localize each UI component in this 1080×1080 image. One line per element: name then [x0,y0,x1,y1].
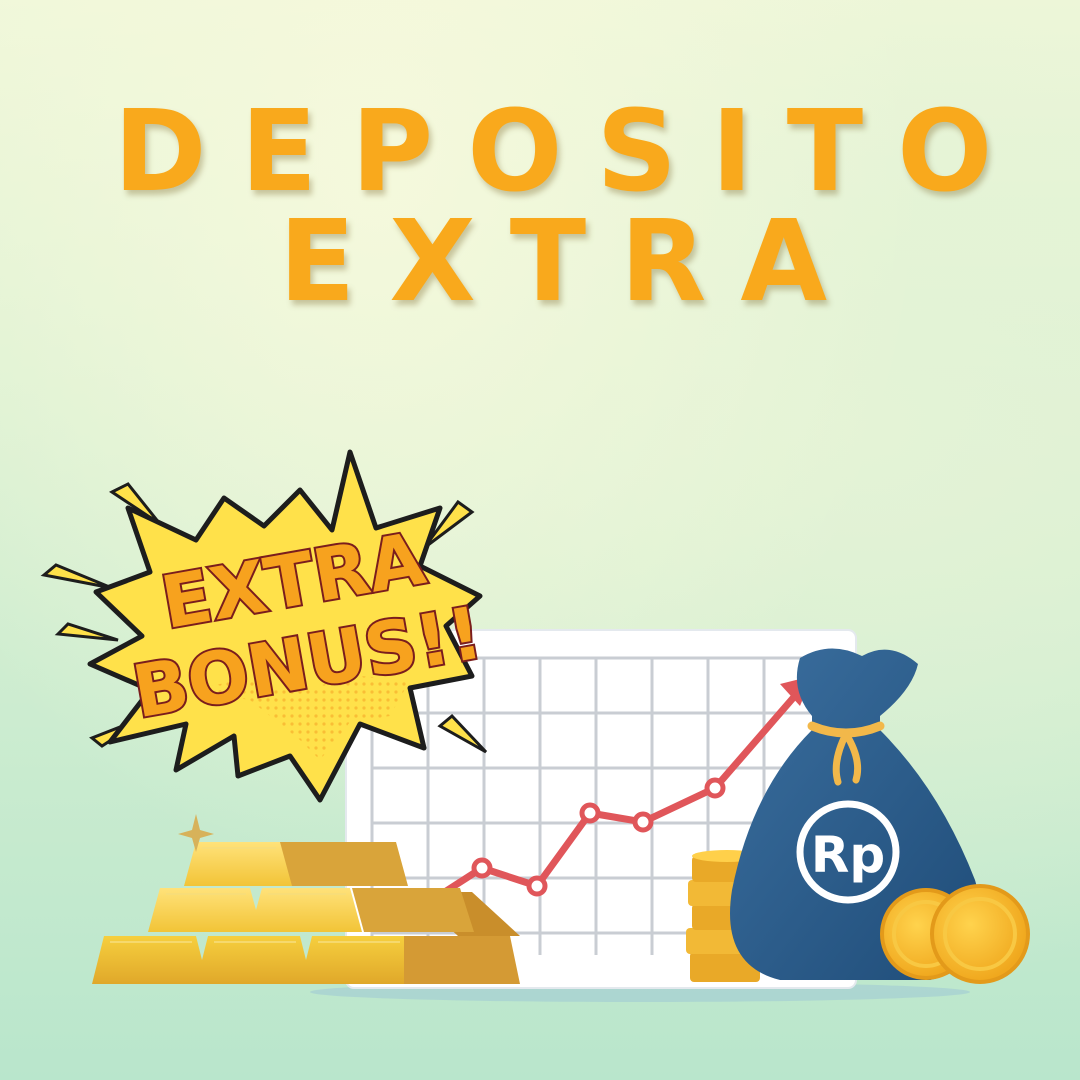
currency-label: Rp [811,826,885,884]
sparkle-icon [178,814,214,852]
heading-line-2: EXTRA [278,197,862,327]
gold-bars-icon [92,814,520,984]
heading-line-1: DEPOSITO [113,87,1027,217]
starburst-icon: EXTRA BONUS!! [40,449,490,803]
coins-icon [880,884,1030,984]
